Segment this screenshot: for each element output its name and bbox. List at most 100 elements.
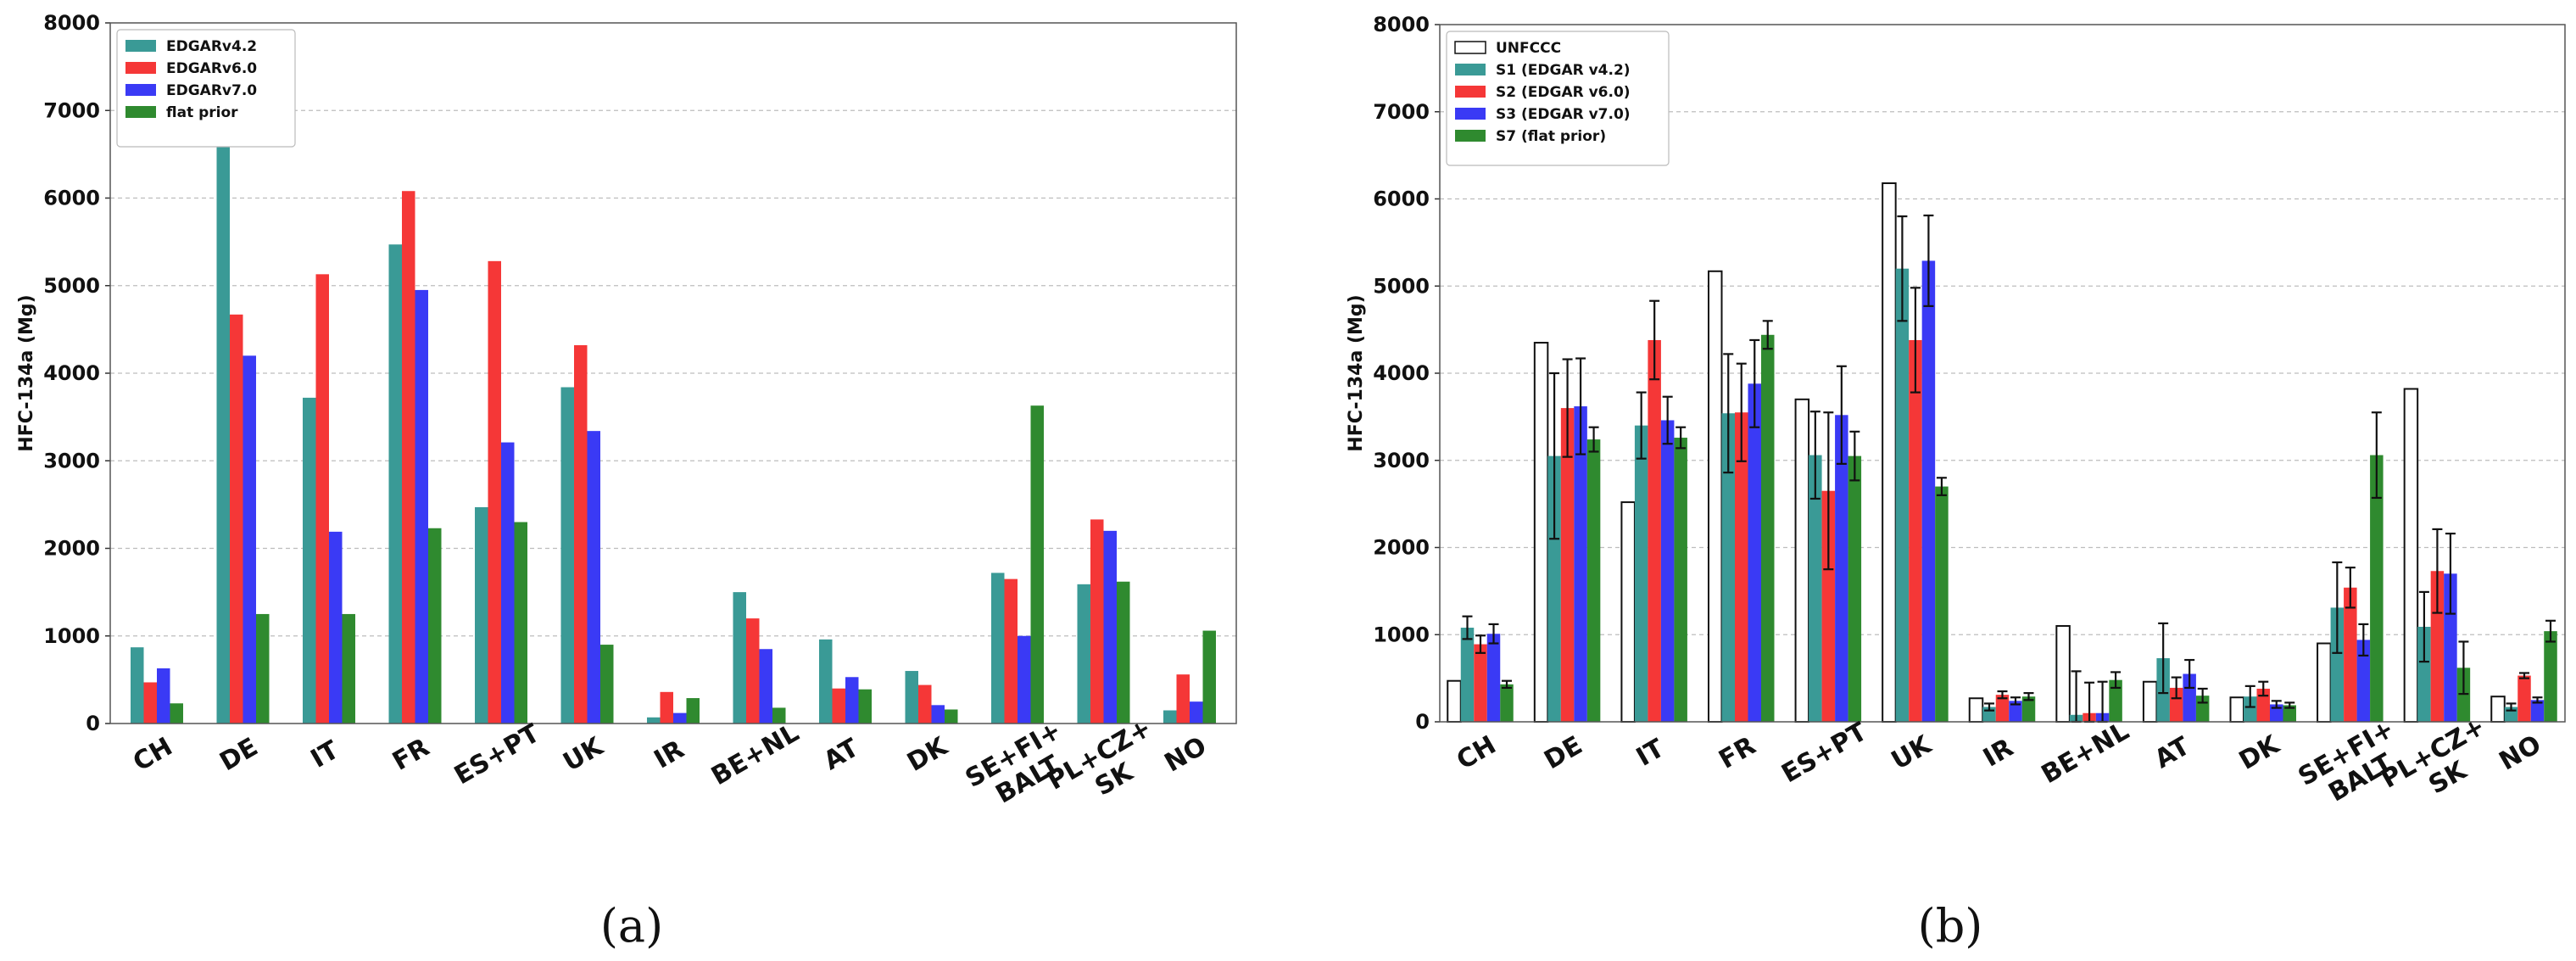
legend-label: UNFCCC: [1496, 40, 1561, 57]
x-tick-label: UK: [1887, 729, 1938, 776]
legend-label: S1 (EDGAR v4.2): [1496, 62, 1631, 79]
x-tick-label-line: UK: [558, 731, 609, 778]
legend-label: flat prior: [166, 104, 238, 121]
bar: [216, 137, 230, 724]
x-tick-label: FR: [388, 733, 434, 777]
bar: [2244, 696, 2257, 722]
x-tick-label: NO: [1160, 731, 1212, 779]
bar: [1674, 438, 1687, 722]
bar: [1004, 578, 1018, 724]
bar: [647, 717, 661, 724]
bar: [858, 689, 872, 724]
y-tick-label: 5000: [43, 274, 100, 298]
bar: [1018, 635, 1031, 724]
x-tick-label: DK: [2234, 729, 2286, 776]
bar: [1935, 486, 1949, 722]
bar: [1176, 674, 1190, 724]
bar: [931, 705, 945, 724]
bar: [1735, 412, 1748, 722]
bar: [329, 531, 343, 724]
x-tick-label: IR: [1978, 733, 2018, 773]
panel-caption: (b): [1918, 899, 1983, 953]
y-tick-label: 1000: [43, 624, 100, 648]
x-tick-label: DE: [1539, 730, 1587, 775]
bar: [1486, 634, 1501, 722]
bar: [1809, 455, 1822, 722]
y-tick-label: 4000: [1373, 361, 1430, 385]
y-tick-label: 1000: [1373, 623, 1430, 646]
x-tick-label: AT: [819, 733, 865, 776]
bar: [1560, 408, 1575, 722]
bar: [945, 709, 958, 724]
x-tick-label: ES+PT: [1776, 717, 1872, 789]
y-tick-label: 6000: [1373, 187, 1430, 211]
bar: [660, 691, 673, 724]
x-tick-label-line: AT: [819, 733, 865, 776]
bar: [1620, 501, 1636, 723]
x-tick-label: BE+NL: [706, 718, 804, 791]
x-tick-label: NO: [2495, 729, 2546, 777]
bar: [2229, 696, 2244, 723]
x-tick-label-line: IT: [306, 735, 344, 774]
legend-box: [116, 29, 296, 148]
bar: [1895, 268, 1910, 722]
y-tick-label: 8000: [43, 11, 100, 35]
bar: [2283, 705, 2296, 722]
legend-swatch: [125, 40, 156, 52]
bar: [560, 387, 574, 724]
bar: [428, 528, 442, 724]
bar: [2430, 571, 2445, 722]
legend: UNFCCC S1 (EDGAR v4.2) S2 (EDGAR v6.0) S3 (…: [1446, 31, 1670, 166]
bar: [2517, 675, 2531, 722]
legend-swatch: [1455, 130, 1486, 142]
bar: [1077, 584, 1090, 724]
y-axis-label: HFC-134a (Mg): [1346, 294, 1367, 451]
x-tick-label-line: DK: [2234, 729, 2286, 776]
bar: [1708, 270, 1723, 724]
y-tick-label: 2000: [43, 537, 100, 561]
x-tick-label-line: IR: [1978, 733, 2018, 773]
bar: [2530, 700, 2545, 722]
x-tick-label-line: DE: [215, 732, 263, 777]
bar: [772, 707, 786, 724]
bar: [256, 613, 270, 724]
plot-frame: [109, 22, 1237, 724]
bar: [1574, 406, 1587, 722]
bar: [131, 647, 144, 724]
bar: [2169, 687, 2183, 722]
bar: [170, 703, 183, 724]
y-tick-label: 7000: [43, 98, 100, 122]
x-tick-label-line: BE+NL: [2037, 716, 2134, 790]
x-tick-label-line: AT: [2149, 731, 2195, 774]
legend-swatch: [125, 84, 156, 96]
bar: [1821, 490, 1836, 722]
bar: [2490, 696, 2506, 724]
bar: [1721, 413, 1735, 722]
chart-panel-a: 0 1000 2000 3000 4000 5000 6000 7000 8000 CH DE IT F…: [16, 11, 1237, 953]
x-tick-label: DK: [902, 731, 954, 778]
bar: [2417, 627, 2431, 722]
y-axis-label: HFC-134a (Mg): [16, 294, 37, 451]
bar: [1968, 697, 1984, 724]
x-tick-label: AT: [2149, 731, 2195, 774]
bar: [2544, 631, 2557, 722]
x-tick-label: IT: [1631, 733, 1670, 772]
bar: [819, 639, 833, 724]
legend-label: EDGARv6.0: [166, 60, 257, 77]
bar: [2344, 587, 2357, 722]
bar: [342, 613, 355, 724]
y-tick-label: 8000: [1373, 13, 1430, 36]
x-tick-label-line: CH: [128, 732, 177, 778]
legend-swatch: [1455, 86, 1486, 98]
bar: [2403, 388, 2419, 723]
bar: [2356, 640, 2371, 722]
bar: [832, 688, 845, 724]
x-tick-label-line: BE+NL: [706, 718, 804, 791]
y-tick-label: 0: [1415, 710, 1430, 734]
bar: [2142, 680, 2158, 723]
legend-swatch: [125, 106, 156, 118]
bar: [845, 677, 859, 724]
x-tick-label-line: FR: [388, 733, 434, 777]
bar: [1447, 679, 1462, 724]
bar: [2370, 455, 2384, 722]
